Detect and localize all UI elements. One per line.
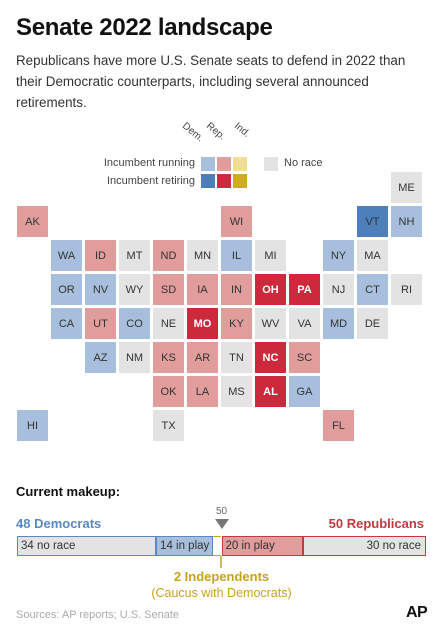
state-tile-al: AL: [255, 376, 286, 407]
makeup-segment-rep-in-play: 20 in play: [221, 536, 304, 556]
legend-swatch-ind-retiring: [233, 174, 247, 188]
state-tile-nj: NJ: [323, 274, 354, 305]
state-tile-ia: IA: [187, 274, 218, 305]
state-tile-wi: WI: [221, 206, 252, 237]
state-tile-fl: FL: [323, 410, 354, 441]
legend-header-dem: Dem.: [180, 120, 206, 145]
legend-header-ind: Ind.: [232, 120, 252, 140]
state-tile-sd: SD: [153, 274, 184, 305]
state-tile-ut: UT: [85, 308, 116, 339]
state-tile-ak: AK: [17, 206, 48, 237]
state-tile-mo: MO: [187, 308, 218, 339]
state-tile-va: VA: [289, 308, 320, 339]
state-tile-in: IN: [221, 274, 252, 305]
legend-header-rep: Rep.: [204, 120, 228, 143]
rep-total-label: 50 Republicans: [328, 516, 424, 531]
state-tile-ca: CA: [51, 308, 82, 339]
page-title: Senate 2022 landscape: [16, 14, 273, 41]
state-tile-tx: TX: [153, 410, 184, 441]
state-tile-nh: NH: [391, 206, 422, 237]
state-tile-ok: OK: [153, 376, 184, 407]
legend-swatch-rep-running: [217, 157, 231, 171]
state-tile-id: ID: [85, 240, 116, 271]
state-tile-oh: OH: [255, 274, 286, 305]
state-tile-ky: KY: [221, 308, 252, 339]
state-tile-me: ME: [391, 172, 422, 203]
ap-logo: AP: [406, 604, 428, 621]
makeup-segment-rep-no-race: 30 no race: [303, 536, 426, 556]
legend-incumbent-running: Incumbent running: [103, 157, 195, 169]
legend-no-race: No race: [284, 157, 323, 169]
makeup-segment-ind: [213, 536, 222, 556]
legend-swatch-rep-retiring: [217, 174, 231, 188]
state-tile-ri: RI: [391, 274, 422, 305]
legend-swatch-dem-running: [201, 157, 215, 171]
state-tile-wa: WA: [51, 240, 82, 271]
state-tile-la: LA: [187, 376, 218, 407]
state-tile-sc: SC: [289, 342, 320, 373]
legend-swatch-ind-running: [233, 157, 247, 171]
state-tile-ms: MS: [221, 376, 252, 407]
state-tile-az: AZ: [85, 342, 116, 373]
state-tile-nd: ND: [153, 240, 184, 271]
state-tile-mn: MN: [187, 240, 218, 271]
state-tile-md: MD: [323, 308, 354, 339]
state-tile-co: CO: [119, 308, 150, 339]
state-tile-nm: NM: [119, 342, 150, 373]
state-tile-ma: MA: [357, 240, 388, 271]
makeup-segment-dem-in-play: 14 in play: [156, 536, 214, 556]
state-tile-ks: KS: [153, 342, 184, 373]
state-tile-mi: MI: [255, 240, 286, 271]
state-tile-mt: MT: [119, 240, 150, 271]
makeup-segment-dem-no-race: 34 no race: [17, 536, 157, 556]
state-tile-or: OR: [51, 274, 82, 305]
state-tile-nv: NV: [85, 274, 116, 305]
makeup-title: Current makeup:: [16, 484, 121, 499]
fifty-seat-marker: [215, 519, 229, 529]
fifty-seat-label: 50: [216, 506, 228, 517]
state-tile-ne: NE: [153, 308, 184, 339]
state-tile-nc: NC: [255, 342, 286, 373]
dem-total-label: 48 Democrats: [16, 516, 102, 531]
state-tile-de: DE: [357, 308, 388, 339]
state-tile-vt: VT: [357, 206, 388, 237]
independents-label: 2 Independents: [173, 569, 270, 584]
state-tile-wy: WY: [119, 274, 150, 305]
legend-incumbent-retiring: Incumbent retiring: [106, 175, 195, 187]
state-tile-ny: NY: [323, 240, 354, 271]
legend-swatch-dem-retiring: [201, 174, 215, 188]
source-note: Sources: AP reports; U.S. Senate: [16, 609, 180, 621]
state-tile-pa: PA: [289, 274, 320, 305]
state-tile-tn: TN: [221, 342, 252, 373]
state-tile-hi: HI: [17, 410, 48, 441]
state-tile-ar: AR: [187, 342, 218, 373]
independents-note: (Caucus with Democrats): [151, 586, 292, 600]
legend-swatch-no-race: [264, 157, 278, 171]
subtitle: Republicans have more U.S. Senate seats …: [16, 53, 406, 110]
independents-leader-line: [220, 556, 222, 568]
state-tile-ct: CT: [357, 274, 388, 305]
state-tile-il: IL: [221, 240, 252, 271]
state-tile-wv: WV: [255, 308, 286, 339]
state-tile-ga: GA: [289, 376, 320, 407]
